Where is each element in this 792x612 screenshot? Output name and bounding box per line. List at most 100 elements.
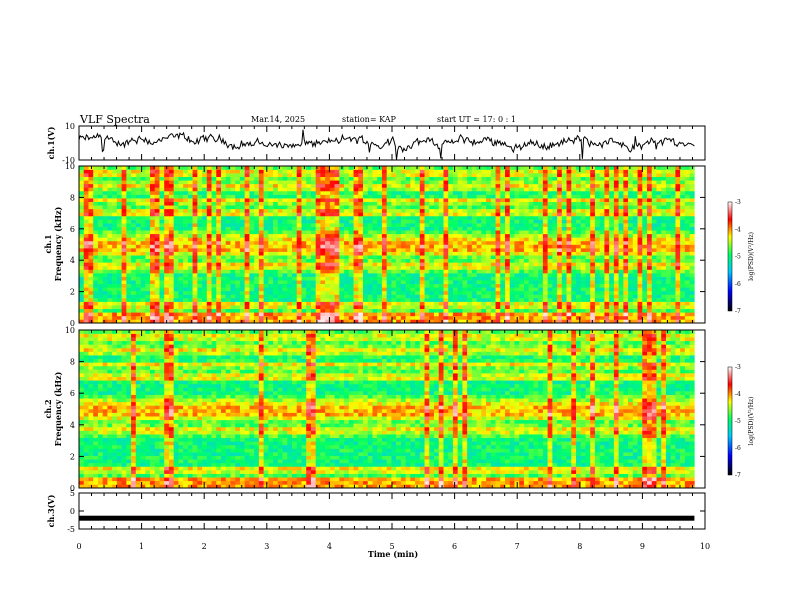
spectrogram-cell [159,290,165,295]
spectrogram-cell [235,219,241,224]
spectrogram-cell [467,180,473,185]
spectrogram-cell [263,298,269,302]
spectrogram-cell [448,198,454,202]
spectrogram-cell [325,255,331,260]
spectrogram-cell [566,215,572,220]
spectrogram-cell [140,183,146,188]
spectrogram-cell [434,301,440,306]
spectrogram-cell [273,265,279,270]
spectrogram-cell [486,223,492,227]
spectrogram-cell [88,183,94,188]
spectrogram-cell [102,212,108,217]
spectrogram-cell [348,237,354,242]
spectrogram-cell [566,237,572,242]
spectrogram-cell [292,233,298,238]
spectrogram-cell [448,194,454,199]
spectrogram-cell [206,237,212,242]
spectrogram-cell [576,169,582,174]
spectrogram-cell [306,319,312,324]
spectrogram-cell [211,298,217,302]
spectrogram-cell [429,298,435,302]
spectrogram-cell [452,180,458,185]
spectrogram-cell [396,276,402,281]
spectrogram-cell [367,305,373,310]
spectrogram-cell [400,205,406,210]
spectrogram-cell [358,248,364,252]
spectrogram-cell [287,240,293,245]
spectrogram-cell [457,194,463,199]
spectrogram-cell [239,287,245,292]
spectrogram-cell [533,269,539,274]
spectrogram-cell [344,169,350,174]
spectrogram-cell [168,233,174,238]
spectrogram-cell [206,255,212,260]
spectrogram-cell [481,187,487,192]
spectrogram-cell [438,255,444,260]
spectrogram-cell [135,198,141,202]
spectrogram-cell [225,187,231,192]
spectrogram-cell [126,298,132,302]
spectrogram-cell [116,194,122,199]
spectrogram-cell [552,173,558,178]
spectrogram-cell [363,183,369,188]
spectrogram-cell [202,287,208,292]
spectrogram-cell [239,183,245,188]
spectrogram-cell [538,180,544,185]
spectrogram-cell [429,290,435,295]
spectrogram-cell [528,176,534,181]
spectrogram-cell [93,201,99,206]
spectrogram-cell [325,180,331,185]
spectrogram-cell [585,176,591,181]
spectrogram-cell [377,212,383,217]
spectrogram-cell [116,312,122,317]
spectrogram-cell [467,205,473,210]
spectrogram-cell [367,180,373,185]
spectrogram-cell [178,273,184,277]
spectrogram-cell [542,319,548,324]
spectrogram-cell [566,315,572,320]
spectrogram-cell [576,265,582,270]
spectrogram-cell [287,233,293,238]
spectrogram-cell [197,201,203,206]
spectrogram-cell [443,169,449,174]
spectrogram-cell [358,183,364,188]
spectrogram-cell [235,240,241,245]
spectrogram-cell [263,273,269,277]
spectrogram-cell [400,294,406,299]
spectrogram-cell [292,287,298,292]
spectrogram-cell [178,319,184,324]
spectrogram-cell [97,173,103,178]
spectrogram-cell [235,298,241,302]
spectrogram-cell [400,258,406,263]
spectrogram-cell [505,301,511,306]
spectrogram-cell [329,255,335,260]
spectrogram-cell [235,201,241,206]
spectrogram-cell [320,215,326,220]
spectrogram-cell [173,283,179,288]
spectrogram-cell [83,269,89,274]
spectrogram-cell [107,208,113,213]
spectrogram-cell [296,173,302,178]
spectrogram-cell [585,201,591,206]
spectrogram-cell [121,248,127,252]
spectrogram-cell [178,240,184,245]
spectrogram-cell [594,223,600,227]
spectrogram-cell [429,169,435,174]
spectrogram-cell [112,315,118,320]
spectrogram-cell [490,305,496,310]
spectrogram-cell [452,226,458,231]
spectrogram-cell [372,305,378,310]
spectrogram-cell [424,298,430,302]
spectrogram-cell [282,173,288,178]
spectrogram-cell [381,208,387,213]
spectrogram-cell [296,205,302,210]
spectrogram-cell [221,298,227,302]
spectrogram-cell [173,276,179,281]
spectrogram-cell [325,198,331,202]
spectrogram-cell [523,176,529,181]
spectrogram-cell [599,240,605,245]
spectrogram-cell [306,298,312,302]
spectrogram-cell [339,308,345,313]
spectrogram-cell [296,265,302,270]
spectrogram-cell [594,280,600,285]
